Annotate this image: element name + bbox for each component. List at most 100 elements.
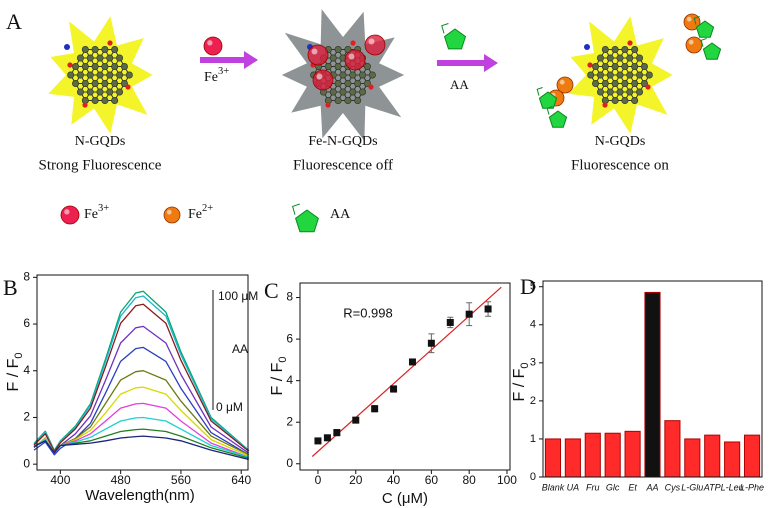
atom	[120, 80, 128, 88]
o-atom	[67, 62, 73, 68]
atom	[91, 45, 99, 53]
legend-label-main: Fe	[188, 207, 202, 222]
atom	[86, 88, 94, 96]
bar	[544, 438, 562, 478]
atom	[96, 71, 104, 79]
atom	[344, 80, 352, 88]
atom	[354, 97, 362, 105]
spectrum-line	[33, 295, 250, 452]
x-tick-label: Cys	[665, 482, 681, 492]
legend-label-sup: 2+	[202, 203, 213, 214]
x-tick-label: 640	[231, 473, 251, 487]
atom	[611, 62, 619, 70]
atom	[611, 80, 619, 88]
o-atom	[627, 40, 633, 46]
y-tick-label: 1	[530, 433, 536, 445]
y-tick-label: 4	[23, 363, 30, 377]
atom	[616, 88, 624, 96]
fe3-ion	[60, 205, 80, 225]
plot-frame	[36, 274, 249, 471]
y-tick-label: 0	[286, 456, 293, 470]
atom	[76, 88, 84, 96]
arrow-head	[244, 51, 258, 69]
data-point	[465, 310, 473, 318]
y-axis-label-sub: 0	[277, 356, 289, 362]
data-point	[352, 416, 360, 424]
fe2-ion-shine	[688, 39, 694, 45]
atom	[596, 71, 604, 79]
bar	[624, 430, 641, 478]
aa-icon	[702, 42, 722, 60]
atom	[111, 62, 119, 70]
spectrum-line	[33, 435, 249, 461]
aa-icon	[548, 110, 568, 128]
y-axis-label-main: F / F	[5, 358, 22, 391]
atom	[67, 71, 75, 79]
data-point	[390, 385, 398, 393]
atom	[106, 71, 114, 79]
atom	[363, 62, 371, 70]
atom	[596, 54, 604, 62]
x-tick-label: L-Leu	[721, 482, 744, 492]
atom	[101, 97, 109, 105]
x-tick-label: 20	[349, 473, 363, 487]
o-atom	[325, 102, 331, 108]
data-point	[314, 437, 322, 445]
atom	[116, 71, 124, 79]
arrow-label-main: AA	[450, 77, 469, 92]
y-axis-label: F / F0	[5, 352, 25, 391]
fe3-ion	[364, 34, 386, 56]
arrow-label-sup: 3+	[218, 66, 229, 77]
annotation: AA	[232, 342, 248, 356]
fit-line	[311, 286, 502, 457]
fe3-ion-shine	[311, 48, 318, 55]
atom	[111, 97, 119, 105]
bar	[644, 291, 661, 478]
n-atom	[64, 44, 70, 50]
arrow-label-main: Fe	[204, 70, 218, 85]
fe3-ion	[203, 36, 223, 56]
atom	[359, 71, 367, 79]
step-name: N-GQDs	[595, 134, 646, 149]
atom	[96, 54, 104, 62]
atom	[106, 88, 114, 96]
x-tick-label: Et	[628, 482, 637, 492]
data-point	[408, 358, 416, 366]
legend-label: AA	[330, 207, 351, 222]
atom	[106, 54, 114, 62]
atom	[621, 97, 629, 105]
fe2-ion	[163, 206, 181, 224]
atom	[606, 88, 614, 96]
y-tick-label: 4	[530, 319, 536, 331]
x-tick-label: 560	[171, 473, 191, 487]
plot-frame	[542, 280, 763, 478]
atom	[81, 45, 89, 53]
y-tick-label: 8	[286, 290, 293, 304]
fe3-ion-shine	[368, 38, 375, 45]
atom	[116, 54, 124, 62]
atom	[81, 80, 89, 88]
atom	[587, 71, 595, 79]
arrow-label: Fe3+	[204, 66, 229, 85]
y-axis-label-sub: 0	[13, 352, 25, 358]
atom	[354, 80, 362, 88]
panel-label: B	[3, 275, 18, 300]
y-axis-label-sub: 0	[519, 362, 531, 368]
atom	[631, 97, 639, 105]
spectrum-line	[33, 325, 250, 454]
n-atom	[584, 44, 590, 50]
atom	[101, 45, 109, 53]
atom	[601, 80, 609, 88]
arrow-label: AA	[450, 77, 469, 92]
panel-label: A	[6, 9, 22, 34]
bar	[724, 441, 741, 478]
atom	[344, 97, 352, 105]
annotation: 0 μM	[216, 400, 243, 414]
legend-label-main: AA	[330, 207, 351, 222]
atom	[592, 80, 600, 88]
y-tick-label: 6	[23, 316, 30, 330]
